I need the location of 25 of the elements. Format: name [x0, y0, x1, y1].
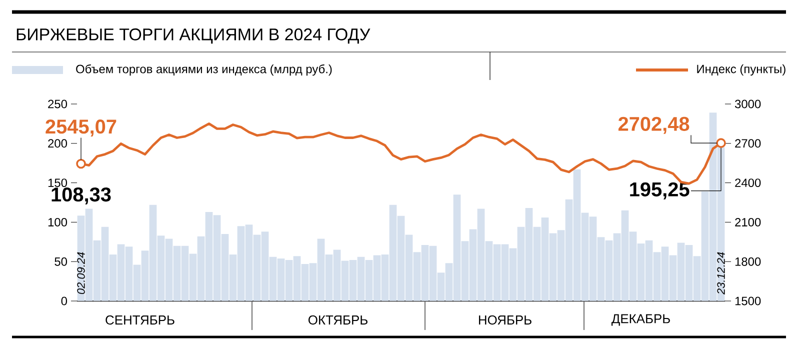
y-tick-label: 100 [48, 218, 68, 226]
annotation: 23.12.24 [717, 252, 725, 295]
data-label: 2545,07 [46, 120, 116, 137]
text: ДЕКАБРЬ [611, 314, 670, 326]
data-label: 2702,48 [618, 116, 690, 134]
y2-tick-label: 1800 [735, 257, 761, 266]
data-label: 108,33 [52, 187, 111, 204]
chart-title: БИРЖЕВЫЕ ТОРГИ АКЦИЯМИ В 2024 ГОДУ [16, 28, 370, 44]
y-tick-label: 250 [48, 100, 68, 108]
y-tick-label: 0 [61, 296, 68, 306]
y2-tick-label: 2400 [735, 178, 761, 188]
y2-tick-label: 1500 [735, 296, 761, 306]
annotation: 02.09.24 [77, 252, 85, 294]
y2-tick-label: 2100 [735, 218, 761, 226]
y-tick-label: 150 [48, 178, 68, 188]
legend-label: Объем торгов акциями из индекса (млрд руб.) [76, 64, 332, 76]
text: СЕНТЯБРЬ [106, 315, 174, 325]
y2-tick-label: 2700 [735, 139, 761, 148]
text: ОКТЯБРЬ [308, 315, 368, 325]
text: НОЯБРЬ [479, 315, 532, 325]
y-tick-label: 50 [54, 257, 68, 266]
legend-label: Индекс (пункты) [697, 64, 786, 76]
data-label: 195,25 [630, 182, 690, 200]
y2-tick-label: 3000 [734, 100, 761, 108]
y-tick-label: 200 [48, 139, 68, 148]
